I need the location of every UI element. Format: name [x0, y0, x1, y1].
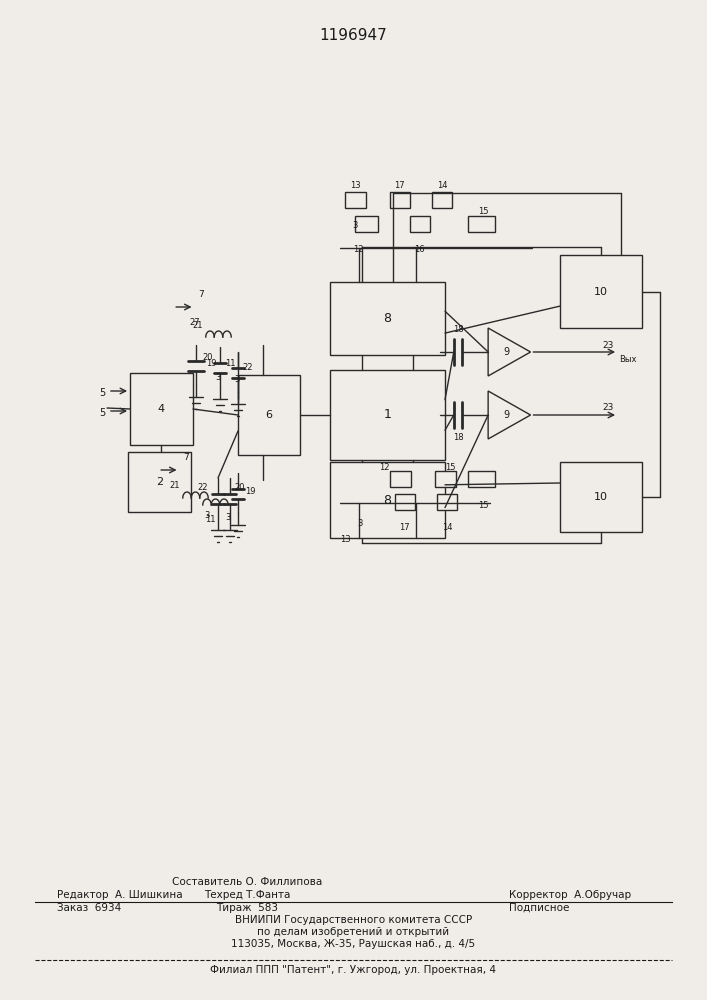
Bar: [468, 471, 495, 487]
Text: 22: 22: [197, 484, 208, 492]
Bar: [128, 452, 191, 512]
Text: 3: 3: [352, 221, 358, 230]
Text: 17: 17: [395, 182, 405, 190]
Bar: [390, 192, 410, 208]
Bar: [560, 255, 642, 328]
Text: Составитель О. Филлипова: Составитель О. Филлипова: [173, 877, 322, 887]
Text: 2: 2: [156, 477, 163, 487]
Text: 3: 3: [204, 510, 210, 520]
Bar: [330, 462, 445, 538]
Text: 14: 14: [437, 182, 447, 190]
Text: 15: 15: [479, 500, 489, 510]
Text: 3: 3: [234, 375, 240, 384]
Text: 7: 7: [199, 290, 204, 299]
Bar: [345, 192, 366, 208]
Text: 14: 14: [442, 524, 452, 532]
Text: 113035, Москва, Ж-35, Раушская наб., д. 4/5: 113035, Москва, Ж-35, Раушская наб., д. …: [231, 939, 476, 949]
Bar: [330, 282, 445, 355]
Text: 7: 7: [184, 454, 189, 462]
Text: 21: 21: [169, 482, 180, 490]
Text: 17: 17: [399, 524, 410, 532]
Text: 18: 18: [452, 432, 463, 442]
Text: 12: 12: [354, 245, 364, 254]
Text: 15: 15: [479, 208, 489, 217]
Text: 8: 8: [383, 493, 392, 506]
Bar: [432, 192, 452, 208]
Text: 23: 23: [602, 340, 614, 350]
Bar: [355, 216, 378, 232]
Text: 22: 22: [243, 363, 253, 372]
Bar: [130, 373, 193, 445]
Text: 21: 21: [192, 320, 202, 330]
Text: 12: 12: [379, 462, 390, 472]
Text: 8: 8: [383, 312, 392, 325]
Bar: [390, 471, 411, 487]
Text: 19: 19: [206, 359, 217, 367]
Text: 3: 3: [357, 520, 363, 528]
Bar: [238, 375, 300, 455]
Text: Вых: Вых: [619, 356, 637, 364]
Text: по делам изобретений и открытий: по делам изобретений и открытий: [257, 927, 450, 937]
Text: 9: 9: [503, 410, 510, 420]
Text: Филиал ППП "Патент", г. Ужгород, ул. Проектная, 4: Филиал ППП "Патент", г. Ужгород, ул. Про…: [211, 965, 496, 975]
Text: 27: 27: [189, 318, 200, 327]
Text: 20: 20: [235, 484, 245, 492]
Text: 4: 4: [158, 404, 165, 414]
Text: 10: 10: [594, 492, 608, 502]
Text: 3: 3: [216, 372, 221, 381]
Bar: [410, 216, 430, 232]
Bar: [560, 462, 642, 532]
Bar: [395, 494, 415, 510]
Text: Корректор  А.Обручар: Корректор А.Обручар: [509, 890, 631, 900]
Text: Тираж  583: Тираж 583: [216, 903, 279, 913]
Text: 16: 16: [414, 245, 425, 254]
Text: Техред Т.Фанта: Техред Т.Фанта: [204, 890, 291, 900]
Bar: [330, 370, 445, 460]
Text: 6: 6: [266, 410, 272, 420]
Bar: [437, 494, 457, 510]
Text: 10: 10: [594, 287, 608, 297]
Text: 9: 9: [503, 347, 510, 357]
Text: 13: 13: [339, 536, 350, 544]
Text: 15: 15: [445, 462, 456, 472]
Text: ВНИИПИ Государственного комитета СССР: ВНИИПИ Государственного комитета СССР: [235, 915, 472, 925]
Bar: [435, 471, 456, 487]
Text: 5: 5: [99, 408, 105, 418]
Text: 11: 11: [225, 359, 235, 367]
Text: 3: 3: [226, 514, 230, 522]
Text: 5: 5: [99, 388, 105, 398]
Text: 18: 18: [452, 326, 463, 334]
Text: 11: 11: [205, 516, 216, 524]
Text: Редактор  А. Шишкина: Редактор А. Шишкина: [57, 890, 182, 900]
Text: 23: 23: [602, 402, 614, 412]
Bar: [468, 216, 495, 232]
Text: 20: 20: [203, 353, 214, 361]
Text: Заказ  6934: Заказ 6934: [57, 903, 121, 913]
Text: 13: 13: [350, 182, 361, 190]
Text: 19: 19: [245, 487, 256, 495]
Text: Подписное: Подписное: [509, 903, 569, 913]
Text: 1196947: 1196947: [320, 27, 387, 42]
Text: 1: 1: [384, 408, 392, 422]
